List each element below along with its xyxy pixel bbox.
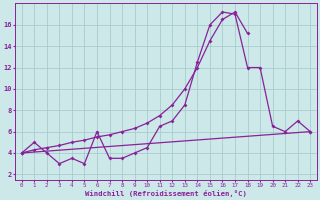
X-axis label: Windchill (Refroidissement éolien,°C): Windchill (Refroidissement éolien,°C) [85,190,247,197]
